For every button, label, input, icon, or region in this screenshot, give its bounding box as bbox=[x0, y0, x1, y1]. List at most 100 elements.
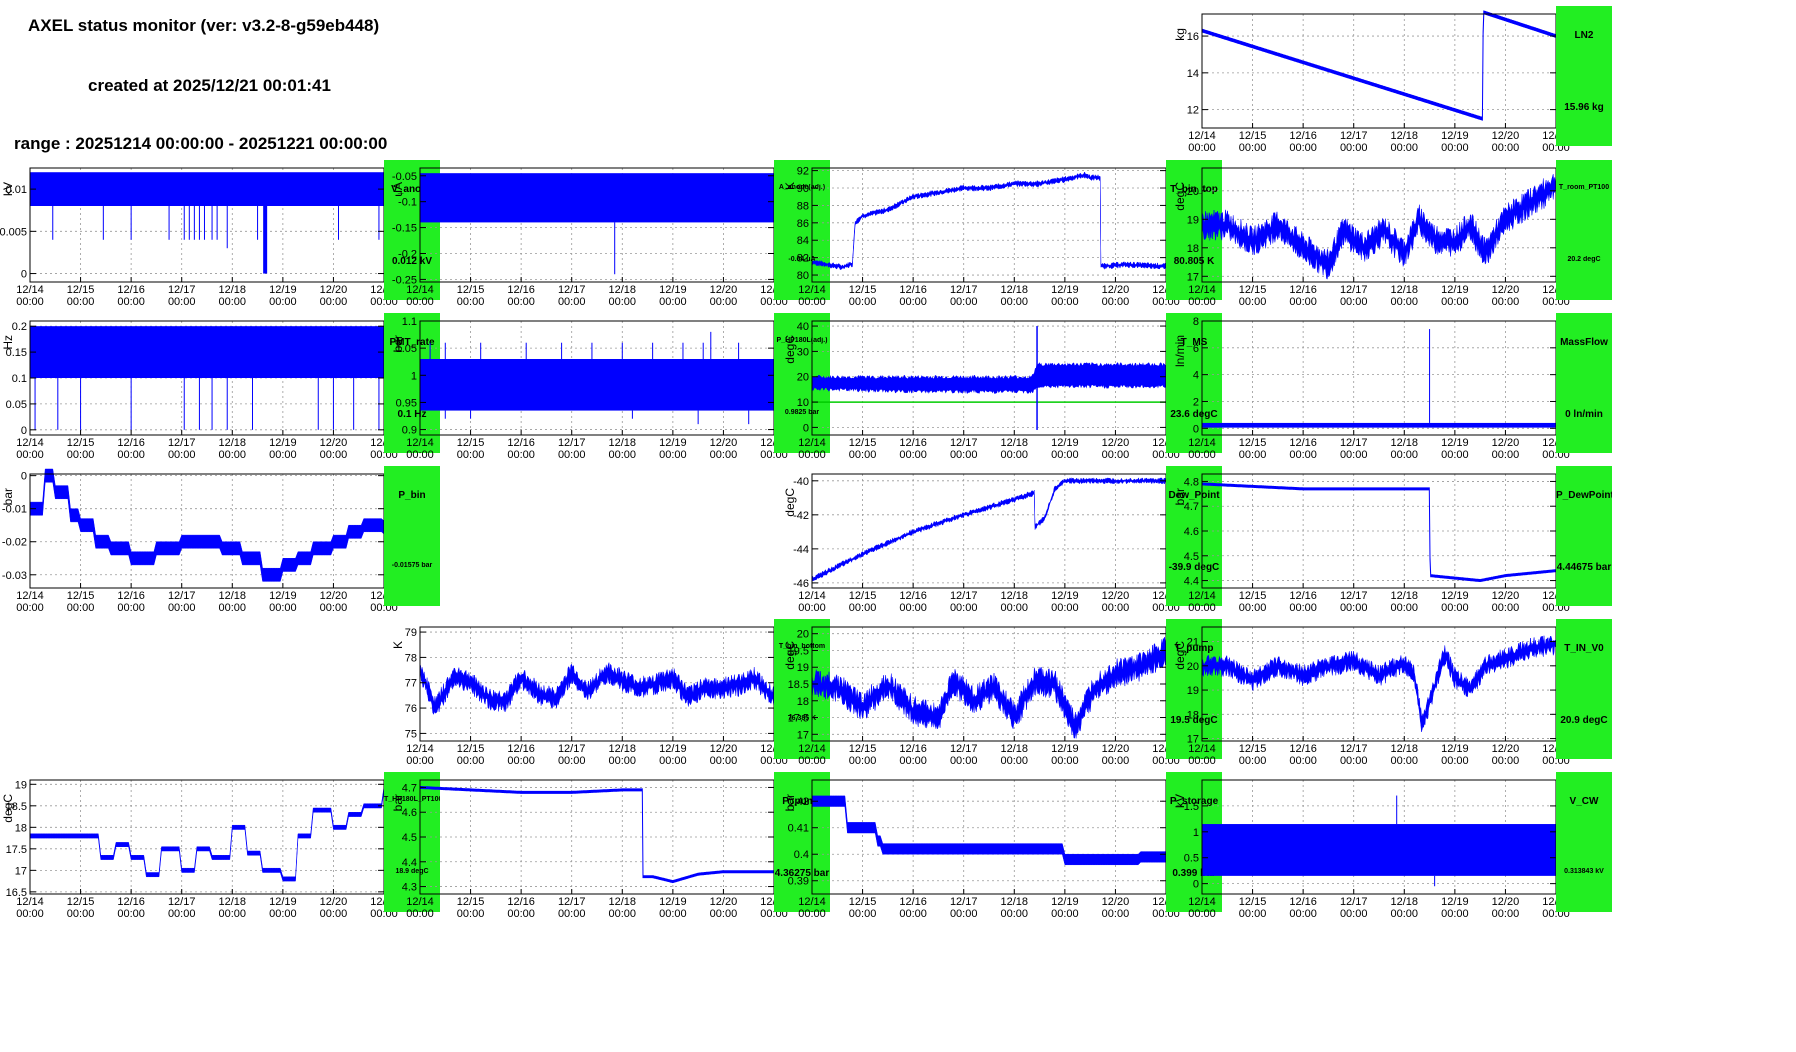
x-tick-time: 00:00 bbox=[1340, 449, 1368, 461]
y-axis: -0.03 -0.02 -0.01 0 bbox=[2, 471, 384, 582]
x-tick-label: 12/17 bbox=[168, 896, 196, 908]
x-tick-label: 12/20 bbox=[1102, 896, 1130, 908]
x-tick-time: 00:00 bbox=[219, 449, 247, 461]
y-tick-label: -42 bbox=[793, 510, 809, 522]
y-tick-label: 1.5 bbox=[1184, 801, 1199, 813]
x-tick-time: 00:00 bbox=[117, 602, 145, 614]
y-tick-label: 4.5 bbox=[1184, 551, 1199, 563]
x-tick-label: 12/17 bbox=[1340, 284, 1368, 296]
x-tick-time: 00:00 bbox=[1441, 908, 1469, 920]
x-tick-label: 12/19 bbox=[1441, 590, 1469, 602]
x-tick-label: 12/14 bbox=[406, 743, 434, 755]
plot-frame bbox=[811, 473, 1167, 589]
y-axis-label: bar bbox=[391, 335, 405, 352]
v-anode-chart: 00.0050.01kV12/1400:0012/1500:0012/1600:… bbox=[0, 167, 398, 308]
x-tick-time: 00:00 bbox=[659, 755, 687, 767]
y-tick-label: 78 bbox=[405, 652, 417, 664]
y-tick-label: 0.95 bbox=[396, 397, 417, 409]
x-tick-time: 00:00 bbox=[1340, 296, 1368, 308]
x-tick-time: 00:00 bbox=[609, 296, 637, 308]
y-axis-label: degC bbox=[1173, 182, 1187, 211]
p-storage-value: 0.399 bar bbox=[1172, 868, 1216, 879]
p-hp180l-label-box: P_HP180L(adj.) 0.9825 bar bbox=[774, 313, 830, 453]
x-tick-time: 00:00 bbox=[849, 908, 877, 920]
x-tick-time: 00:00 bbox=[609, 755, 637, 767]
y-axis: 0 0.05 0.1 0.15 0.2 bbox=[6, 321, 384, 437]
x-tick-label: 12/15 bbox=[457, 743, 485, 755]
y-axis-label: kV bbox=[1, 182, 15, 196]
x-tick-time: 00:00 bbox=[899, 449, 927, 461]
x-tick-label: 12/15 bbox=[67, 437, 95, 449]
y-axis: 80 82 84 86 88 90 92 bbox=[797, 166, 1166, 282]
x-tick-time: 00:00 bbox=[168, 602, 196, 614]
data-band bbox=[811, 637, 1167, 739]
x-tick-label: 12/16 bbox=[117, 284, 145, 296]
x-tick-time: 00:00 bbox=[1391, 449, 1419, 461]
grid bbox=[420, 780, 774, 894]
y-axis-label: degC bbox=[783, 641, 797, 670]
x-tick-time: 00:00 bbox=[849, 755, 877, 767]
x-tick-time: 00:00 bbox=[507, 755, 535, 767]
x-tick-label: 12/14 bbox=[798, 437, 826, 449]
pmt-rate-chart: 00.050.10.150.2Hz12/1400:0012/1500:0012/… bbox=[1, 320, 398, 461]
x-tick-label: 12/14 bbox=[16, 590, 44, 602]
x-tick-time: 00:00 bbox=[1188, 142, 1216, 154]
y-axis-label: bar bbox=[1173, 488, 1187, 505]
x-tick-time: 00:00 bbox=[269, 602, 297, 614]
x-tick-label: 12/20 bbox=[1102, 284, 1130, 296]
t-in-v0-value: 20.9 degC bbox=[1560, 715, 1608, 726]
x-tick-label: 12/20 bbox=[1492, 437, 1520, 449]
data-band bbox=[29, 786, 385, 882]
y-tick-label: 80 bbox=[797, 270, 809, 282]
y-tick-label: 4.6 bbox=[402, 807, 417, 819]
x-tick-label: 12/18 bbox=[609, 284, 637, 296]
x-tick-label: 12/14 bbox=[798, 284, 826, 296]
x-tick-label: 12/16 bbox=[507, 284, 535, 296]
y-tick-label: 4.3 bbox=[402, 882, 417, 894]
v-anode-chart-panel: 0 0.005 0.01 kV 12/14 00:00 12/15 00:00 12/16 00:… bbox=[0, 160, 440, 308]
x-tick-label: 12/19 bbox=[1051, 896, 1079, 908]
p-pump-chart-panel: 4.3 4.4 4.5 4.6 4.7 bar 12/14 00:00 12/15 00:00 12… bbox=[390, 772, 830, 920]
t-in-v0-chart-panel: 17 18 19 20 21 degC 12/14 00:00 12/15 00:00 12/16 0… bbox=[1172, 619, 1612, 767]
y-tick-label: 18.5 bbox=[788, 679, 809, 691]
y-tick-label: 10 bbox=[797, 397, 809, 409]
y-tick-label: 16.5 bbox=[6, 887, 27, 899]
t-bin-bottom-chart: 7576777879K12/1400:0012/1500:0012/1600:0… bbox=[391, 626, 788, 767]
y-axis-label: K bbox=[391, 641, 405, 649]
y-tick-label: -0.03 bbox=[2, 570, 27, 582]
x-tick-time: 00:00 bbox=[168, 908, 196, 920]
x-tick-time: 00:00 bbox=[1051, 755, 1079, 767]
x-tick-time: 00:00 bbox=[1188, 449, 1216, 461]
data-band bbox=[419, 662, 775, 716]
x-tick-label: 12/15 bbox=[849, 437, 877, 449]
x-tick-time: 00:00 bbox=[16, 296, 44, 308]
x-tick-label: 12/20 bbox=[710, 743, 738, 755]
p-dewpoint-chart: 4.44.54.64.74.8bar12/1400:0012/1500:0012… bbox=[1173, 473, 1570, 614]
t-pump-value: 19.5 degC bbox=[1170, 715, 1218, 726]
grid bbox=[812, 168, 1166, 282]
t-in-v0-label-box: T_IN_V0 20.9 degC bbox=[1556, 619, 1612, 759]
t-bin-top-chart-panel: 80 82 84 86 88 90 92 K 12/14 00:00 12/15 00:00 12/16… bbox=[782, 160, 1222, 308]
x-tick-time: 00:00 bbox=[1492, 755, 1520, 767]
y-axis: 17 18 19 20 21 bbox=[1187, 637, 1556, 746]
data-band bbox=[811, 477, 1167, 583]
v-cw-label-box: V_CW 0.313843 kV bbox=[1556, 772, 1612, 912]
y-axis: 4.4 4.5 4.6 4.7 4.8 bbox=[1184, 476, 1556, 588]
p-hp180l-value: 0.9825 bar bbox=[784, 409, 820, 416]
x-tick-time: 00:00 bbox=[219, 602, 247, 614]
y-tick-label: 18 bbox=[1187, 709, 1199, 721]
x-tick-label: 12/15 bbox=[67, 284, 95, 296]
x-tick-time: 00:00 bbox=[710, 296, 738, 308]
x-tick-label: 12/19 bbox=[1441, 896, 1469, 908]
a-anode-chart: -0.25-0.2-0.15-0.1-0.05uA12/1400:0012/15… bbox=[391, 167, 788, 308]
x-tick-time: 00:00 bbox=[1051, 602, 1079, 614]
x-axis: 12/1400:0012/1500:0012/1600:0012/1700:00… bbox=[798, 736, 1180, 767]
x-tick-label: 12/15 bbox=[457, 896, 485, 908]
p-storage-chart-panel: 0.39 0.4 0.41 0.42 bar 12/14 00:00 12/15 00:00 12… bbox=[782, 772, 1222, 920]
x-tick-time: 00:00 bbox=[1441, 296, 1469, 308]
x-tick-label: 12/16 bbox=[899, 437, 927, 449]
y-axis-label: Hz bbox=[1, 335, 15, 350]
x-axis: 12/1400:0012/1500:0012/1600:0012/1700:00… bbox=[406, 430, 788, 461]
x-tick-time: 00:00 bbox=[1441, 602, 1469, 614]
x-tick-label: 12/17 bbox=[168, 437, 196, 449]
